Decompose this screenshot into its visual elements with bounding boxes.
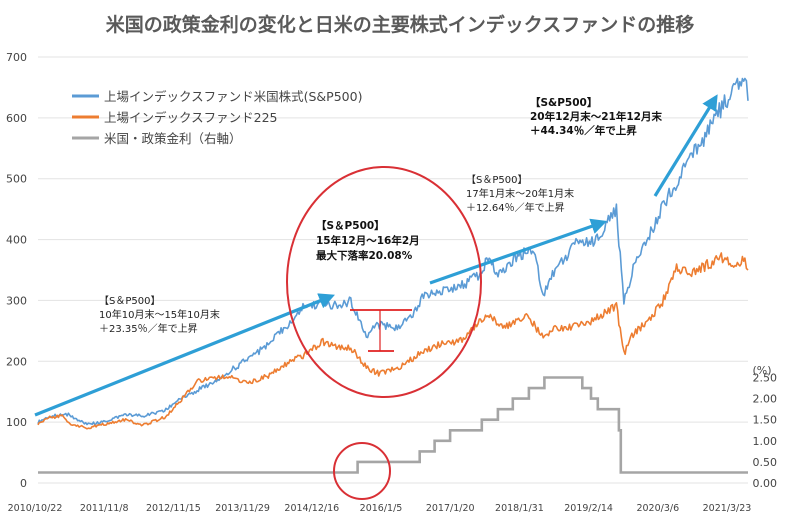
annotation-line: ＋44.34％／年で上昇 (530, 124, 637, 137)
annotation-line: 最大下落率20.08% (316, 249, 413, 262)
x-tick-label: 2010/10/22 (8, 503, 63, 514)
x-tick-label: 2011/11/8 (80, 503, 129, 514)
x-tick-label: 2019/2/14 (564, 503, 613, 514)
y-axis-right: 0.00 0.50 1.00 1.50 2.00 2.50 (753, 372, 778, 490)
y2-tick-label: 1.00 (753, 435, 778, 448)
annotation-line: 【S＆P500】 (466, 174, 527, 186)
legend-label: 米国・政策金利（右軸） (104, 131, 242, 146)
x-tick-label: 2018/1/31 (495, 503, 544, 514)
y-tick-label: 700 (6, 51, 27, 64)
annotation-line: 17年1月末～20年1月末 (466, 187, 574, 200)
annotations: 【S＆P500】10年10月末～15年10月末＋23.35％／年で上昇【S＆P5… (99, 96, 662, 335)
y-axis-left: 0 100 200 300 400 500 600 700 (6, 51, 27, 490)
series-lines (37, 77, 749, 474)
annotation-line: 20年12月末～21年12月末 (530, 110, 662, 123)
y-tick-label: 500 (6, 173, 27, 186)
trend-arrow (653, 94, 718, 197)
y2-tick-label: 0.50 (753, 456, 778, 469)
annotation-line: 15年12月～16年2月 (316, 234, 420, 247)
trend-arrow (429, 218, 608, 285)
x-tick-label: 2016/1/5 (360, 503, 403, 514)
y-tick-label: 200 (6, 355, 27, 368)
chart-title: 米国の政策金利の変化と日米の主要株式インデックスファンドの推移 (106, 13, 694, 36)
sp500-line (37, 77, 749, 426)
y-tick-label: 100 (6, 416, 27, 429)
y2-unit-label: (%) (752, 364, 771, 377)
y2-tick-label: 2.50 (753, 372, 778, 385)
y2-tick-label: 2.00 (753, 393, 778, 406)
x-tick-label: 2021/3/23 (703, 503, 752, 514)
y2-tick-label: 1.50 (753, 414, 778, 427)
legend-label: 上場インデックスファンド225 (104, 110, 277, 125)
nikkei225-line (37, 252, 749, 430)
annotation-line: 【S&P500】 (530, 96, 597, 109)
grid (38, 56, 748, 484)
y-tick-label: 0 (20, 477, 27, 490)
annotation-line: 【S＆P500】 (99, 295, 160, 307)
legend: 上場インデックスファンド米国株式(S&P500) 上場インデックスファンド225 米… (72, 89, 362, 146)
annotation-line: ＋12.64％／年で上昇 (466, 201, 565, 214)
x-tick-label: 2017/1/20 (426, 503, 475, 514)
x-tick-label: 2013/11/29 (215, 503, 270, 514)
x-tick-label: 2020/3/6 (636, 503, 679, 514)
policy-rate-line (38, 376, 748, 474)
annotation-line: ＋23.35％／年で上昇 (99, 322, 198, 335)
trend-arrow (34, 293, 335, 417)
y-tick-label: 400 (6, 234, 27, 247)
annotation-line: 10年10月末～15年10月末 (99, 308, 220, 321)
y-tick-label: 300 (6, 294, 27, 307)
x-axis: 2010/10/22 2011/11/8 2012/11/15 2013/11/29 2… (8, 503, 752, 514)
overlays (34, 94, 718, 500)
y-tick-label: 600 (6, 112, 27, 125)
annotation-line: 【S＆P500】 (316, 219, 385, 232)
rate-hike-circle (333, 442, 391, 500)
drawdown-circle (286, 166, 482, 398)
y2-tick-label: 0.00 (753, 477, 778, 490)
x-tick-label: 2014/12/16 (284, 503, 339, 514)
x-tick-label: 2012/11/15 (146, 503, 201, 514)
legend-label: 上場インデックスファンド米国株式(S&P500) (104, 89, 362, 104)
